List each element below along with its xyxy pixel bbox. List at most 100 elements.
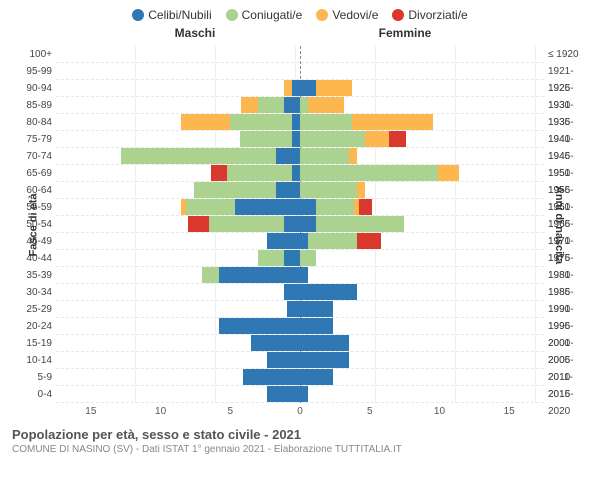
plot-area xyxy=(56,46,544,403)
age-tick: 75-79 xyxy=(12,131,56,148)
male-half xyxy=(56,267,300,283)
female-half xyxy=(300,386,544,402)
birth-tick: 1986-1990 xyxy=(544,284,588,301)
legend-dot-icon xyxy=(316,9,328,21)
pyramid-row xyxy=(56,284,544,301)
female-half xyxy=(300,114,544,130)
birth-tick: 1951-1955 xyxy=(544,165,588,182)
female-half xyxy=(300,80,544,96)
male-half xyxy=(56,386,300,402)
bar-segment xyxy=(276,148,300,164)
male-half xyxy=(56,369,300,385)
x-tick: 15 xyxy=(474,406,544,417)
birth-tick: 2001-2005 xyxy=(544,335,588,352)
bar-segment xyxy=(300,301,333,317)
bar-segment xyxy=(258,97,284,113)
female-half xyxy=(300,284,544,300)
bar-segment xyxy=(357,182,365,198)
male-half xyxy=(56,114,300,130)
birth-tick: 1936-1940 xyxy=(544,114,588,131)
female-half xyxy=(300,318,544,334)
pyramid-row xyxy=(56,335,544,352)
male-half xyxy=(56,335,300,351)
pyramid-row xyxy=(56,267,544,284)
birth-tick: 1966-1970 xyxy=(544,216,588,233)
bar-segment xyxy=(316,80,352,96)
x-tick: 15 xyxy=(56,406,126,417)
birth-tick: 1976-1980 xyxy=(544,250,588,267)
gender-label-male: Maschi xyxy=(90,26,300,40)
pyramid-row xyxy=(56,165,544,182)
bar-segment xyxy=(243,369,300,385)
bar-segment xyxy=(292,80,300,96)
bar-segment xyxy=(300,386,308,402)
legend-label: Vedovi/e xyxy=(332,8,378,22)
female-half xyxy=(300,199,544,215)
pyramid-row xyxy=(56,301,544,318)
male-half xyxy=(56,131,300,147)
male-half xyxy=(56,80,300,96)
gender-label-female: Femmine xyxy=(300,26,510,40)
pyramid-row xyxy=(56,131,544,148)
legend-dot-icon xyxy=(226,9,238,21)
birth-tick: 1961-1965 xyxy=(544,199,588,216)
male-half xyxy=(56,165,300,181)
bar-segment xyxy=(308,233,357,249)
pyramid-row xyxy=(56,352,544,369)
female-half xyxy=(300,165,544,181)
bar-segment xyxy=(284,216,300,232)
legend: Celibi/NubiliConiugati/eVedovi/eDivorzia… xyxy=(0,0,600,26)
bar-segment xyxy=(230,114,292,130)
birth-tick: 1971-1975 xyxy=(544,233,588,250)
age-tick: 65-69 xyxy=(12,165,56,182)
bar-segment xyxy=(227,165,292,181)
female-half xyxy=(300,182,544,198)
bar-segment xyxy=(188,216,209,232)
male-half xyxy=(56,284,300,300)
bar-segment xyxy=(235,199,300,215)
legend-item: Coniugati/e xyxy=(226,8,303,22)
pyramid-row xyxy=(56,114,544,131)
bar-segment xyxy=(300,80,316,96)
birth-tick: 1956-1960 xyxy=(544,182,588,199)
age-tick: 15-19 xyxy=(12,335,56,352)
legend-dot-icon xyxy=(132,9,144,21)
female-half xyxy=(300,148,544,164)
bar-segment xyxy=(219,318,300,334)
bar-segment xyxy=(194,182,275,198)
birth-tick: 1991-1995 xyxy=(544,301,588,318)
bar-segment xyxy=(202,267,218,283)
bar-segment xyxy=(300,369,333,385)
bar-segment xyxy=(300,131,365,147)
birth-tick: 1931-1935 xyxy=(544,97,588,114)
female-half xyxy=(300,301,544,317)
chart-title: Popolazione per età, sesso e stato civil… xyxy=(12,427,588,442)
male-half xyxy=(56,301,300,317)
birth-tick: ≤ 1920 xyxy=(544,46,588,63)
birth-tick: 2016-2020 xyxy=(544,386,588,403)
male-half xyxy=(56,182,300,198)
bar-segment xyxy=(284,250,300,266)
female-half xyxy=(300,131,544,147)
chart-subtitle: COMUNE DI NASINO (SV) - Dati ISTAT 1° ge… xyxy=(12,444,588,455)
male-half xyxy=(56,199,300,215)
age-tick: 85-89 xyxy=(12,97,56,114)
bar-segment xyxy=(181,114,230,130)
birth-tick: 1996-2000 xyxy=(544,318,588,335)
bar-segment xyxy=(300,182,357,198)
male-half xyxy=(56,233,300,249)
legend-dot-icon xyxy=(392,9,404,21)
bar-segment xyxy=(241,97,257,113)
bar-segment xyxy=(316,199,353,215)
bar-segment xyxy=(300,352,349,368)
bar-segment xyxy=(438,165,459,181)
bar-segment xyxy=(308,97,344,113)
birth-tick: 1926-1930 xyxy=(544,80,588,97)
birth-tick: 1921-1925 xyxy=(544,63,588,80)
pyramid-row xyxy=(56,250,544,267)
bar-segment xyxy=(284,284,300,300)
legend-label: Coniugati/e xyxy=(242,8,303,22)
bar-segment xyxy=(292,114,300,130)
bar-segment xyxy=(251,335,300,351)
bar-segment xyxy=(357,233,381,249)
